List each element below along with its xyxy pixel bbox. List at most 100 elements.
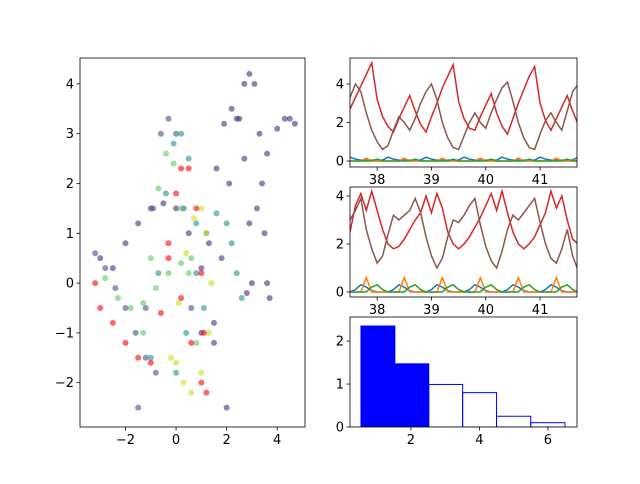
scatter-point — [246, 220, 253, 227]
scatter-point — [185, 155, 192, 162]
scatter-point — [200, 304, 207, 311]
scatter-point — [175, 300, 182, 307]
scatter-point — [183, 329, 190, 336]
scatter-point — [281, 115, 288, 122]
axes-frame — [349, 316, 578, 428]
x-tick-label: 4 — [273, 433, 281, 448]
x-tick-label: 39 — [423, 303, 440, 318]
scatter-point — [264, 150, 271, 157]
scatter-point — [213, 210, 220, 217]
scatter-point — [178, 165, 185, 172]
scatter-point — [261, 230, 268, 237]
histogram-bar — [394, 363, 430, 427]
scatter-point — [147, 354, 154, 361]
scatter-point — [97, 304, 104, 311]
line-series — [350, 80, 577, 151]
scatter-point — [170, 140, 177, 147]
histogram-bar — [462, 392, 498, 427]
scatter-point — [213, 165, 220, 172]
scatter-point — [102, 275, 109, 282]
y-tick-label: 0 — [66, 277, 74, 292]
y-tick-label: 0 — [336, 155, 344, 170]
scatter-point — [198, 265, 205, 272]
scatter-point — [173, 369, 180, 376]
scatter-point — [286, 115, 293, 122]
histogram-bar — [496, 415, 532, 427]
scatter-point — [150, 205, 157, 212]
plot-area — [360, 325, 566, 427]
scatter-point — [185, 230, 192, 237]
scatter-point — [241, 80, 248, 87]
scatter-point — [208, 280, 215, 287]
y-tick-label: 2 — [66, 177, 74, 192]
axes-frame — [79, 57, 306, 428]
scatter-point — [97, 255, 104, 262]
scatter-point — [140, 300, 147, 307]
scatter-point — [266, 295, 273, 302]
scatter-point — [193, 339, 200, 346]
scatter-point — [228, 105, 235, 112]
scatter-point — [173, 190, 180, 197]
x-tick-label: 40 — [477, 303, 494, 318]
axes-frame — [349, 57, 578, 168]
scatter-point — [203, 230, 210, 237]
scatter-point — [193, 205, 200, 212]
scatter-point — [253, 205, 260, 212]
scatter-point — [168, 354, 175, 361]
scatter-point — [185, 165, 192, 172]
scatter-point — [291, 120, 298, 127]
scatter-point — [259, 180, 266, 187]
scatter-point — [122, 304, 129, 311]
y-tick-label: 1 — [66, 227, 74, 242]
x-tick-label: 38 — [369, 303, 386, 318]
scatter-point — [190, 215, 197, 222]
scatter-point — [226, 180, 233, 187]
x-tick-label: 40 — [477, 173, 494, 188]
line-series — [350, 158, 577, 162]
scatter-point — [135, 404, 142, 411]
scatter-point — [193, 270, 200, 277]
scatter-point — [178, 260, 185, 267]
scatter-point — [188, 339, 195, 346]
scatter-point — [203, 389, 210, 396]
y-tick-label: 1 — [336, 378, 344, 393]
scatter-point — [178, 295, 185, 302]
scatter-point — [243, 290, 250, 297]
plot-area — [350, 60, 577, 162]
scatter-point — [223, 220, 230, 227]
x-tick-label: 38 — [369, 173, 386, 188]
scatter-point — [147, 359, 154, 366]
scatter-point — [92, 280, 99, 287]
scatter-point — [233, 270, 240, 277]
scatter-point — [135, 220, 142, 227]
axes-frame — [349, 186, 578, 298]
scatter-point — [142, 354, 149, 361]
scatter-point — [248, 280, 255, 287]
scatter-point — [165, 270, 172, 277]
scatter-point — [112, 285, 119, 292]
scatter-point — [173, 359, 180, 366]
scatter-point — [157, 130, 164, 137]
scatter-point — [198, 205, 205, 212]
scatter-point — [122, 240, 129, 247]
y-tick-label: 4 — [336, 77, 344, 92]
y-tick-label: 4 — [336, 189, 344, 204]
x-tick-label: 2 — [407, 433, 415, 448]
scatter-point — [264, 280, 271, 287]
y-tick-label: 2 — [336, 335, 344, 350]
scatter-point — [188, 304, 195, 311]
scatter-point — [157, 309, 164, 316]
scatter-point — [256, 130, 263, 137]
scatter-point — [205, 329, 212, 336]
scatter-point — [188, 255, 195, 262]
line-series — [350, 156, 577, 161]
histogram-bar — [428, 383, 464, 427]
scatter-point — [162, 150, 169, 157]
scatter-point — [210, 339, 217, 346]
line-series — [350, 60, 577, 136]
x-tick-label: −2 — [116, 433, 135, 448]
scatter-point — [210, 319, 217, 326]
scatter-point — [185, 270, 192, 277]
y-tick-label: −2 — [55, 376, 74, 391]
